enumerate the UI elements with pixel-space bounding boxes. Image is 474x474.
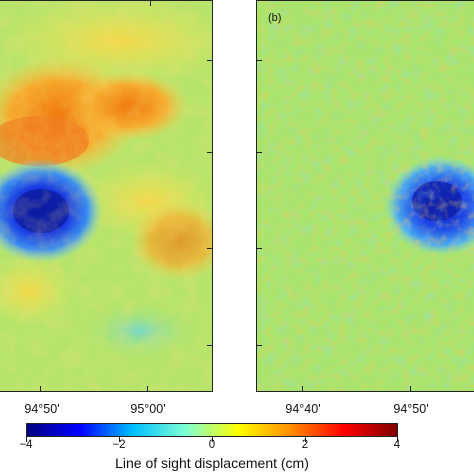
frame-tick: [207, 60, 213, 61]
longitude-label: 94°40': [285, 402, 321, 416]
frame-tick: [256, 60, 262, 61]
colorbar-tick-label: −2: [112, 439, 126, 451]
frame-tick: [410, 386, 411, 392]
interferogram-panel-a: [0, 0, 213, 392]
frame-tick: [256, 152, 262, 153]
colorbar-tick-label: 2: [301, 439, 309, 451]
longitude-label: 95°00': [130, 402, 166, 416]
interferogram-panel-b: [256, 0, 474, 392]
frame-tick: [150, 0, 151, 6]
colorbar-tick: [305, 437, 306, 442]
frame-tick: [147, 386, 148, 392]
frame-tick: [207, 248, 213, 249]
colorbar-tick-label: −4: [19, 439, 33, 451]
colorbar-title: Line of sight displacement (cm): [115, 455, 309, 471]
longitude-label: 94°50': [393, 402, 429, 416]
colorbar-tick: [212, 437, 213, 442]
colorbar-tick: [26, 437, 27, 442]
frame-tick: [40, 386, 41, 392]
frame-tick: [256, 345, 262, 346]
frame-tick: [256, 248, 262, 249]
colorbar-tick-label: 4: [393, 439, 401, 451]
colorbar-tick: [119, 437, 120, 442]
colorbar: [26, 423, 398, 437]
frame-tick: [302, 386, 303, 392]
frame-tick: [207, 152, 213, 153]
displacement-map-a: [0, 1, 212, 391]
longitude-label: 94°50': [24, 402, 60, 416]
colorbar-tick: [397, 437, 398, 442]
displacement-map-b: [257, 1, 474, 391]
panel-b-label: (b): [268, 12, 282, 24]
frame-tick: [207, 345, 213, 346]
colorbar-tick-label: 0: [208, 439, 216, 451]
